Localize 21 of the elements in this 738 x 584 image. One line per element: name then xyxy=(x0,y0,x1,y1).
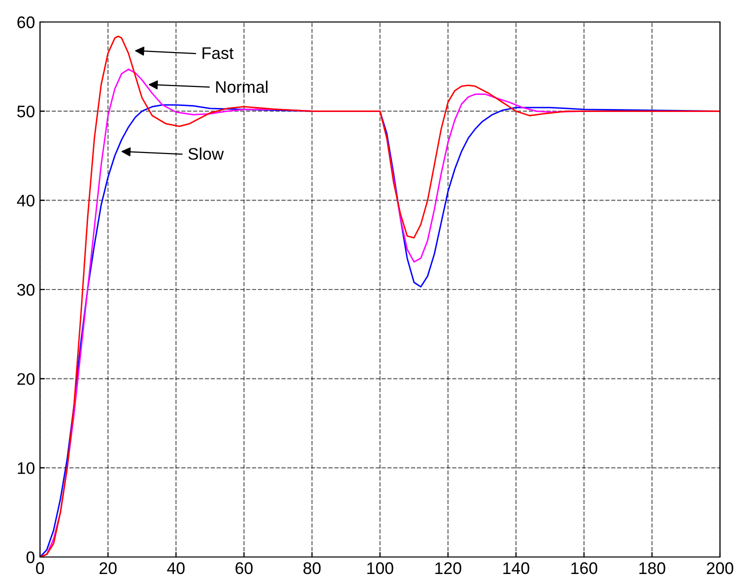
x-tick-label: 120 xyxy=(435,562,462,574)
x-tick-label: 40 xyxy=(167,562,185,574)
x-tick-label: 60 xyxy=(236,562,253,574)
x-tick-label: 20 xyxy=(100,562,117,574)
y-tick-label: 40 xyxy=(16,194,34,207)
y-tick-label: 30 xyxy=(17,284,34,296)
x-tick-label: 200 xyxy=(706,562,734,574)
y-tick-label: 60 xyxy=(17,16,34,28)
x-tick-label: 100 xyxy=(367,562,394,574)
annotation: Fast xyxy=(202,47,234,60)
y-tick-label: 0 xyxy=(26,551,34,564)
x-tick-label: 160 xyxy=(571,562,598,574)
y-tick-label: 20 xyxy=(17,373,34,385)
x-tick-label: 180 xyxy=(639,562,666,574)
annotation: Normal xyxy=(216,80,268,93)
y-tick-label: 10 xyxy=(18,462,34,474)
x-tick-label: 140 xyxy=(503,562,530,574)
x-tick-label: 80 xyxy=(303,562,321,574)
x-tick-label: 0 xyxy=(36,562,44,574)
annotation: Slow xyxy=(188,148,224,160)
y-tick-label: 50 xyxy=(17,106,34,118)
